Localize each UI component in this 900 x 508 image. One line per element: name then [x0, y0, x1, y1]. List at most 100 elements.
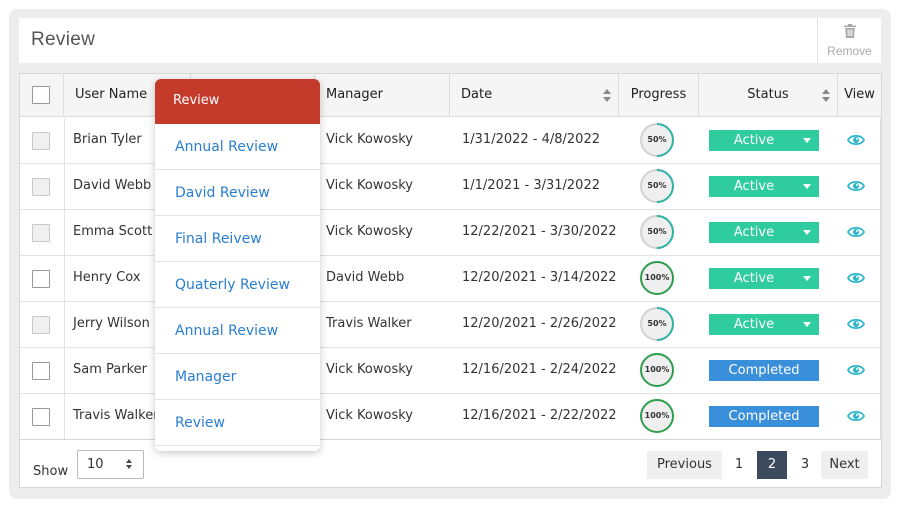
- table-row: Jerry Wilson Travis Walker 12/20/2021 - …: [20, 299, 881, 349]
- page-2-button[interactable]: 2: [757, 451, 787, 479]
- dropdown-header[interactable]: Review: [155, 79, 320, 124]
- table-row: Brian Tyler Vick Kowosky 1/31/2022 - 4/8…: [20, 115, 881, 165]
- progress-value: 50%: [647, 135, 667, 144]
- manager-cell: Vick Kowosky: [326, 132, 413, 147]
- row-checkbox[interactable]: [32, 178, 50, 196]
- eye-icon[interactable]: [847, 317, 865, 331]
- user-name-cell: Brian Tyler: [73, 132, 142, 147]
- column-header-date[interactable]: Date: [450, 74, 619, 117]
- next-page-button[interactable]: Next: [821, 451, 868, 479]
- sort-icon[interactable]: [603, 89, 611, 103]
- date-cell: 1/31/2022 - 4/8/2022: [462, 132, 600, 147]
- page-3-button[interactable]: 3: [800, 457, 810, 472]
- table-header: User Name Manager Date Progress Status V…: [20, 74, 881, 117]
- manager-cell: Vick Kowosky: [326, 362, 413, 377]
- status-dropdown[interactable]: Completed: [709, 406, 819, 427]
- previous-page-button[interactable]: Previous: [647, 451, 722, 479]
- progress-indicator: 100%: [640, 399, 674, 433]
- header-select-cell: [20, 74, 64, 117]
- status-dropdown[interactable]: Active: [709, 130, 819, 151]
- status-label: Completed: [728, 409, 800, 424]
- top-bar: Review Remove: [19, 18, 881, 63]
- status-dropdown[interactable]: Completed: [709, 360, 819, 381]
- column-header-progress[interactable]: Progress: [619, 74, 699, 117]
- status-label: Active: [733, 271, 775, 286]
- review-dropdown-menu: Review Annual Review David Review Final Re…: [155, 79, 320, 451]
- progress-indicator: 100%: [640, 261, 674, 295]
- column-header-manager[interactable]: Manager: [315, 74, 450, 117]
- progress-value: 100%: [644, 273, 670, 282]
- caret-down-icon: [803, 322, 811, 327]
- date-cell: 12/16/2021 - 2/24/2022: [462, 362, 617, 377]
- user-name-cell: Henry Cox: [73, 270, 141, 285]
- status-label: Active: [733, 225, 775, 240]
- caret-down-icon: [803, 184, 811, 189]
- progress-value: 50%: [647, 319, 667, 328]
- column-header-status[interactable]: Status: [699, 74, 838, 117]
- manager-cell: Vick Kowosky: [326, 178, 413, 193]
- eye-icon[interactable]: [847, 133, 865, 147]
- row-checkbox[interactable]: [32, 270, 50, 288]
- date-cell: 1/1/2021 - 3/31/2022: [462, 178, 600, 193]
- dropdown-item[interactable]: Annual Review: [155, 308, 320, 354]
- sort-icon[interactable]: [822, 89, 830, 103]
- status-dropdown[interactable]: Active: [709, 314, 819, 335]
- review-table: User Name Manager Date Progress Status V…: [19, 73, 882, 488]
- progress-value: 100%: [644, 411, 670, 420]
- dropdown-item[interactable]: Manager: [155, 354, 320, 400]
- dropdown-item[interactable]: David Review: [155, 170, 320, 216]
- page-title: Review: [31, 29, 96, 50]
- status-dropdown[interactable]: Active: [709, 222, 819, 243]
- progress-indicator: 50%: [632, 161, 682, 211]
- page-size-value: 10: [87, 457, 104, 472]
- row-checkbox[interactable]: [32, 132, 50, 150]
- eye-icon[interactable]: [847, 225, 865, 239]
- status-label: Active: [733, 133, 775, 148]
- select-arrows-icon: [126, 459, 134, 471]
- user-name-cell: Sam Parker: [73, 362, 147, 377]
- manager-cell: Vick Kowosky: [326, 408, 413, 423]
- progress-indicator: 50%: [632, 207, 682, 257]
- dropdown-item[interactable]: Quaterly Review: [155, 262, 320, 308]
- status-dropdown[interactable]: Active: [709, 268, 819, 289]
- caret-down-icon: [803, 230, 811, 235]
- status-header-label: Status: [747, 87, 789, 102]
- table-row: Emma Scott Vick Kowosky 12/22/2021 - 3/3…: [20, 207, 881, 257]
- status-dropdown[interactable]: Active: [709, 176, 819, 197]
- row-checkbox[interactable]: [32, 224, 50, 242]
- remove-label: Remove: [827, 44, 872, 58]
- row-checkbox[interactable]: [32, 362, 50, 380]
- progress-indicator: 50%: [632, 299, 682, 349]
- date-header-label: Date: [461, 87, 493, 102]
- date-cell: 12/20/2021 - 3/14/2022: [462, 270, 617, 285]
- dropdown-item[interactable]: Review: [155, 400, 320, 446]
- progress-value: 50%: [647, 181, 667, 190]
- caret-down-icon: [803, 138, 811, 143]
- show-label: Show: [33, 464, 69, 479]
- eye-icon[interactable]: [847, 363, 865, 377]
- manager-cell: Vick Kowosky: [326, 224, 413, 239]
- user-name-cell: Travis Walker: [73, 408, 159, 423]
- status-label: Completed: [728, 363, 800, 378]
- row-checkbox[interactable]: [32, 408, 50, 426]
- manager-cell: Travis Walker: [326, 316, 412, 331]
- select-all-checkbox[interactable]: [32, 86, 50, 104]
- page-size-select[interactable]: 10: [77, 450, 144, 479]
- date-cell: 12/22/2021 - 3/30/2022: [462, 224, 617, 239]
- row-checkbox[interactable]: [32, 316, 50, 334]
- eye-icon[interactable]: [847, 179, 865, 193]
- page-1-button[interactable]: 1: [734, 457, 744, 472]
- dropdown-item[interactable]: Final Reivew: [155, 216, 320, 262]
- eye-icon[interactable]: [847, 409, 865, 423]
- column-header-view: View: [844, 87, 875, 102]
- eye-icon[interactable]: [847, 271, 865, 285]
- date-cell: 12/20/2021 - 2/26/2022: [462, 316, 617, 331]
- caret-down-icon: [803, 276, 811, 281]
- progress-value: 50%: [647, 227, 667, 236]
- user-name-cell: Jerry Wilson: [73, 316, 150, 331]
- remove-button[interactable]: Remove: [817, 18, 881, 63]
- dropdown-item[interactable]: Annual Review: [155, 124, 320, 170]
- status-label: Active: [733, 317, 775, 332]
- table-row: Henry Cox David Webb 12/20/2021 - 3/14/2…: [20, 256, 881, 302]
- manager-cell: David Webb: [326, 270, 405, 285]
